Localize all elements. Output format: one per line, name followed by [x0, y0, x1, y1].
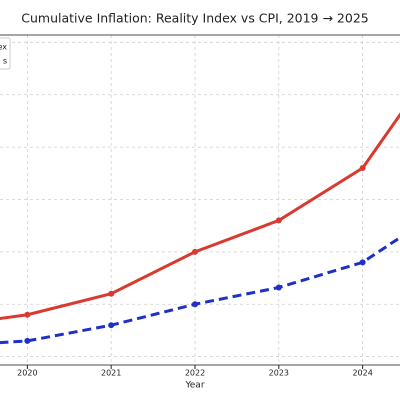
series-line — [0, 235, 400, 345]
legend-box — [0, 37, 11, 70]
x-tick-label: 2023 — [269, 369, 289, 378]
x-tick-label: 2020 — [17, 369, 37, 378]
chart-title: Cumulative Inflation: Reality Index vs C… — [21, 11, 369, 26]
data-point — [359, 165, 366, 172]
series-line — [0, 112, 400, 320]
data-point — [275, 217, 282, 224]
x-tick-label: 2022 — [185, 369, 205, 378]
plot-frame — [0, 34, 400, 366]
data-point — [24, 311, 31, 318]
x-axis-label: Year — [184, 381, 204, 391]
legend-label: s — [3, 57, 7, 66]
x-tick-label: 2021 — [101, 369, 121, 378]
data-point — [359, 259, 366, 266]
data-point — [24, 337, 31, 344]
data-point — [192, 301, 198, 308]
data-point — [192, 248, 198, 255]
data-point — [108, 322, 115, 329]
data-point — [108, 290, 115, 297]
data-point — [275, 284, 282, 291]
legend-label: ex — [0, 43, 7, 52]
x-tick-label: 2024 — [352, 369, 372, 378]
